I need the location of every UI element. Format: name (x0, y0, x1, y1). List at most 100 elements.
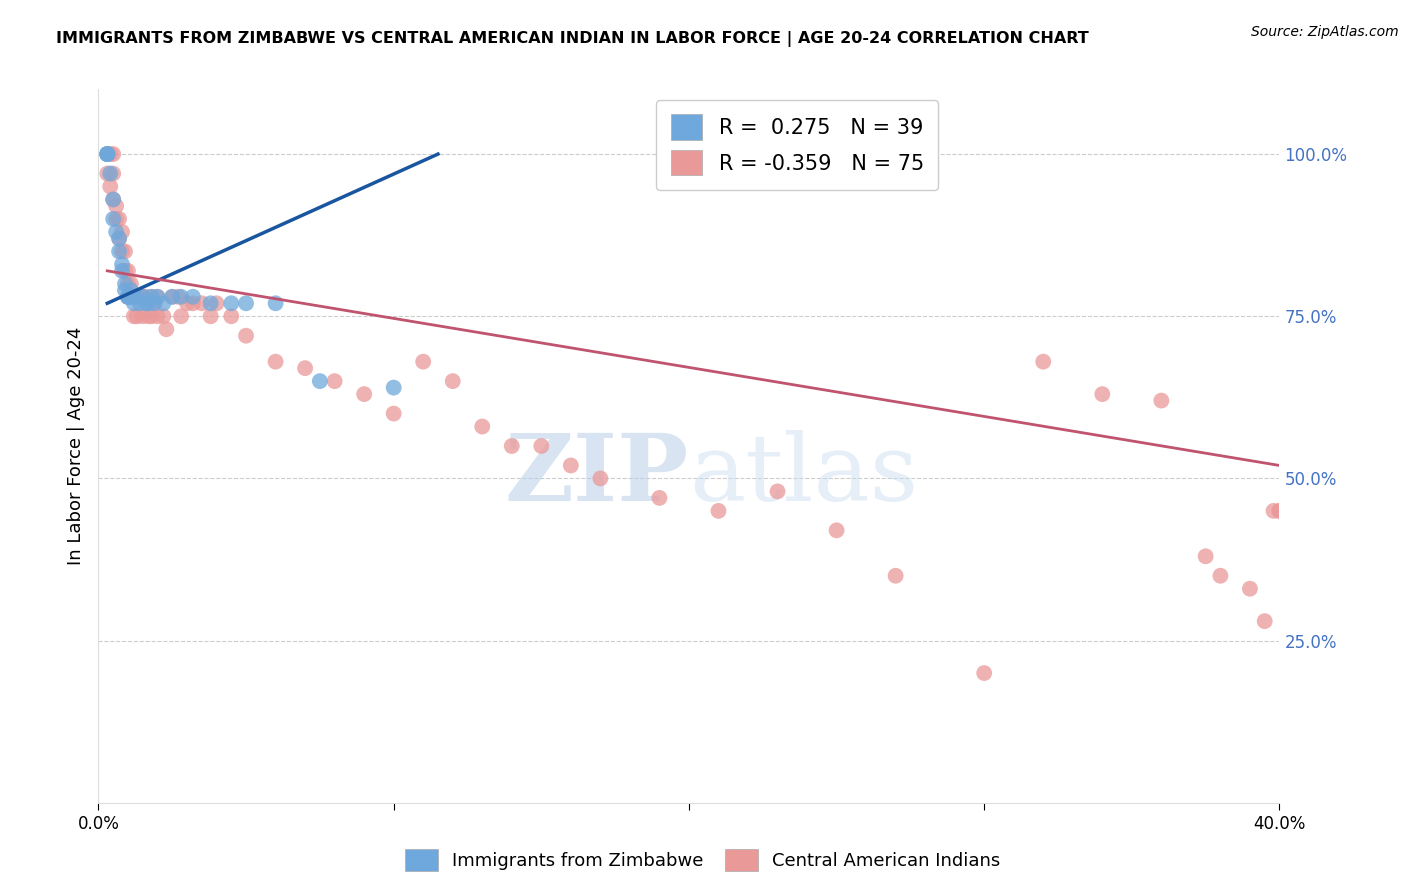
Point (128, 290, 150, 304)
Point (114, 277, 136, 291)
Point (125, 310, 148, 324)
Point (125, 290, 148, 304)
Text: IMMIGRANTS FROM ZIMBABWE VS CENTRAL AMERICAN INDIAN IN LABOR FORCE | AGE 20-24 C: IMMIGRANTS FROM ZIMBABWE VS CENTRAL AMER… (56, 31, 1090, 47)
Point (117, 290, 139, 304)
Point (264, 296, 287, 310)
Point (105, 211, 128, 226)
Point (111, 257, 134, 271)
Point (120, 290, 142, 304)
Point (167, 290, 190, 304)
Point (111, 264, 134, 278)
Point (138, 296, 160, 310)
Point (143, 296, 166, 310)
Point (105, 225, 128, 239)
Point (103, 211, 125, 226)
Point (181, 290, 204, 304)
Point (200, 310, 222, 324)
Legend: Immigrants from Zimbabwe, Central American Indians: Immigrants from Zimbabwe, Central Americ… (398, 842, 1008, 879)
Point (501, 439, 523, 453)
Point (162, 290, 183, 304)
Point (235, 328, 257, 343)
Point (108, 231, 131, 245)
Point (294, 361, 316, 376)
Point (353, 387, 375, 401)
Point (105, 199, 128, 213)
Point (120, 290, 142, 304)
Point (114, 283, 136, 297)
Point (117, 290, 139, 304)
Point (219, 310, 242, 324)
Point (884, 568, 907, 582)
Point (382, 381, 405, 395)
Point (96, 147, 118, 161)
Point (141, 290, 163, 304)
Point (170, 290, 193, 304)
Point (141, 290, 163, 304)
Point (108, 244, 131, 259)
Point (103, 147, 125, 161)
Point (120, 277, 142, 291)
Point (152, 310, 174, 324)
Point (96, 147, 118, 161)
Point (128, 296, 150, 310)
Point (170, 310, 193, 324)
Point (125, 290, 148, 304)
Point (589, 471, 612, 485)
Point (117, 290, 139, 304)
Point (146, 290, 169, 304)
Point (143, 296, 166, 310)
Point (1195, 549, 1218, 564)
Point (98, 167, 121, 181)
Point (114, 244, 136, 259)
Point (96, 147, 118, 161)
Point (96, 167, 118, 181)
Point (1032, 354, 1054, 368)
Point (648, 491, 671, 505)
Point (200, 296, 222, 310)
Point (122, 296, 145, 310)
Point (766, 484, 789, 499)
Point (98, 147, 121, 161)
Point (155, 322, 177, 336)
Point (111, 225, 134, 239)
Text: Source: ZipAtlas.com: Source: ZipAtlas.com (1251, 25, 1399, 39)
Point (146, 290, 169, 304)
Point (96, 147, 118, 161)
Point (1091, 387, 1114, 401)
Point (152, 296, 174, 310)
Point (132, 290, 155, 304)
Point (323, 374, 346, 388)
Point (117, 264, 139, 278)
Point (114, 264, 136, 278)
Point (122, 310, 145, 324)
Point (122, 290, 145, 304)
Point (309, 374, 332, 388)
Point (1239, 582, 1261, 596)
Point (264, 354, 287, 368)
Point (205, 296, 228, 310)
Point (471, 419, 494, 434)
Point (132, 310, 155, 324)
Point (111, 244, 134, 259)
Point (122, 290, 145, 304)
Y-axis label: In Labor Force | Age 20-24: In Labor Force | Age 20-24 (66, 326, 84, 566)
Point (120, 283, 142, 297)
Point (1263, 504, 1285, 518)
Point (973, 666, 995, 681)
Point (103, 193, 125, 207)
Point (219, 296, 242, 310)
Point (98, 179, 121, 194)
Point (176, 296, 198, 310)
Text: ZIP: ZIP (505, 430, 689, 519)
Point (138, 310, 160, 324)
Point (103, 193, 125, 207)
Point (135, 296, 157, 310)
Point (135, 290, 157, 304)
Point (825, 524, 848, 538)
Point (707, 504, 730, 518)
Point (108, 211, 131, 226)
Point (138, 296, 160, 310)
Point (441, 374, 464, 388)
Point (96, 147, 118, 161)
Legend: R =  0.275   N = 39, R = -0.359   N = 75: R = 0.275 N = 39, R = -0.359 N = 75 (657, 100, 938, 190)
